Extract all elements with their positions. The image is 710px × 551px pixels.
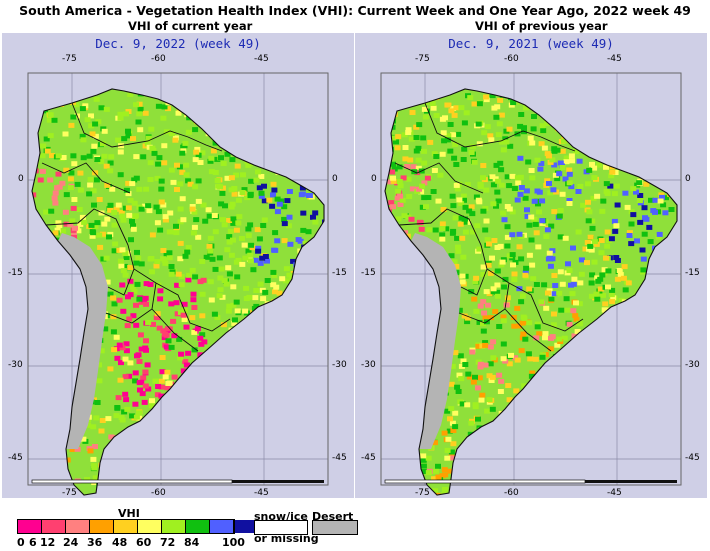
right-lat-tick-label: -30 bbox=[332, 360, 347, 370]
top-lon-tick-label: -60 bbox=[151, 54, 166, 64]
missing-label: or missing bbox=[254, 532, 319, 545]
country-border bbox=[458, 282, 510, 324]
country-border bbox=[71, 102, 189, 148]
left-lat-tick-label: 0 bbox=[18, 174, 24, 184]
page-title: South America - Vegetation Health Index … bbox=[19, 3, 691, 18]
country-border bbox=[508, 282, 584, 332]
top-lon-tick-label: -45 bbox=[254, 54, 269, 64]
legend-value-label: 6 bbox=[29, 536, 37, 549]
top-lon-tick-label: -45 bbox=[607, 54, 622, 64]
desert-swatch bbox=[312, 520, 358, 535]
left-lat-tick-label: -45 bbox=[8, 453, 23, 463]
bottom-lon-tick-label: -75 bbox=[415, 488, 430, 498]
left-lat-tick-label: -15 bbox=[8, 268, 23, 278]
left-lat-tick-label: -30 bbox=[361, 360, 376, 370]
legend-value-label: 84 bbox=[184, 536, 200, 549]
left-vhi-map bbox=[27, 72, 329, 496]
bottom-lon-tick-label: -45 bbox=[607, 488, 622, 498]
legend-color-swatch bbox=[90, 520, 114, 533]
bottom-lon-tick-label: -75 bbox=[62, 488, 77, 498]
right-lat-tick-label: -45 bbox=[332, 453, 347, 463]
right-lat-tick-label: -45 bbox=[685, 453, 700, 463]
country-border bbox=[105, 282, 157, 324]
legend-value-label: 36 bbox=[87, 536, 103, 549]
legend-color-swatch bbox=[186, 520, 210, 533]
right-vhi-map bbox=[380, 72, 682, 496]
legend-color-swatch bbox=[66, 520, 90, 533]
scale-bar-dark bbox=[585, 480, 677, 483]
top-lon-tick-label: -60 bbox=[504, 54, 519, 64]
country-border bbox=[424, 102, 542, 148]
map-frame bbox=[380, 72, 682, 486]
coastline bbox=[384, 88, 678, 496]
right-lat-tick-label: -15 bbox=[332, 268, 347, 278]
country-border bbox=[187, 136, 223, 152]
desert-label: Desert bbox=[312, 510, 354, 523]
legend-color-swatch bbox=[138, 520, 162, 533]
bottom-lon-tick-label: -45 bbox=[254, 488, 269, 498]
legend-value-label: 12 bbox=[40, 536, 56, 549]
scale-bar bbox=[384, 479, 586, 484]
country-border bbox=[504, 308, 552, 352]
top-lon-tick-label: -75 bbox=[415, 54, 430, 64]
country-border bbox=[540, 136, 576, 152]
left-lat-tick-label: -15 bbox=[361, 268, 376, 278]
scale-bar bbox=[31, 479, 233, 484]
country-border bbox=[460, 268, 488, 296]
legend-value-label: 60 bbox=[136, 536, 152, 549]
right-lat-tick-label: -15 bbox=[685, 268, 700, 278]
legend-color-swatch bbox=[114, 520, 138, 533]
right-lat-tick-label: -30 bbox=[685, 360, 700, 370]
left-lat-tick-label: -30 bbox=[8, 360, 23, 370]
bottom-lon-tick-label: -60 bbox=[151, 488, 166, 498]
left-lat-tick-label: 0 bbox=[371, 174, 377, 184]
country-border bbox=[394, 162, 484, 194]
legend-color-swatch bbox=[162, 520, 186, 533]
legend-color-swatch bbox=[18, 520, 42, 533]
legend-value-label: 100 bbox=[222, 536, 245, 549]
left-panel-subtitle: VHI of current year bbox=[128, 19, 253, 33]
legend-title: VHI bbox=[118, 507, 140, 520]
legend-value-label: 72 bbox=[160, 536, 176, 549]
continent-land bbox=[32, 89, 324, 495]
coastline bbox=[31, 88, 325, 496]
legend-color-swatch bbox=[210, 520, 234, 533]
left-date-label: Dec. 9, 2022 (week 49) bbox=[95, 36, 261, 51]
snow-ice-label: snow/ice bbox=[254, 510, 308, 523]
map-frame bbox=[27, 72, 329, 486]
country-border bbox=[151, 308, 199, 352]
right-lat-tick-label: 0 bbox=[332, 174, 338, 184]
right-panel-subtitle: VHI of previous year bbox=[475, 19, 608, 33]
legend-value-label: 48 bbox=[112, 536, 128, 549]
left-map-panel: Dec. 9, 2022 (week 49) -75 -60 -45 -75 -60 -4… bbox=[2, 33, 354, 498]
right-date-label: Dec. 9, 2021 (week 49) bbox=[448, 36, 614, 51]
snow-ice-swatch bbox=[254, 520, 308, 535]
country-border bbox=[41, 162, 131, 194]
country-border bbox=[155, 282, 231, 332]
legend-value-label: 0 bbox=[17, 536, 25, 549]
country-border bbox=[107, 268, 135, 296]
right-lat-tick-label: 0 bbox=[685, 174, 691, 184]
legend-value-label: 24 bbox=[63, 536, 79, 549]
scale-bar-dark bbox=[232, 480, 324, 483]
right-map-panel: Dec. 9, 2021 (week 49) -75 -60 -45 -75 -60 -4… bbox=[355, 33, 707, 498]
left-lat-tick-label: -45 bbox=[361, 453, 376, 463]
legend-color-swatch bbox=[42, 520, 66, 533]
top-lon-tick-label: -75 bbox=[62, 54, 77, 64]
bottom-lon-tick-label: -60 bbox=[504, 488, 519, 498]
